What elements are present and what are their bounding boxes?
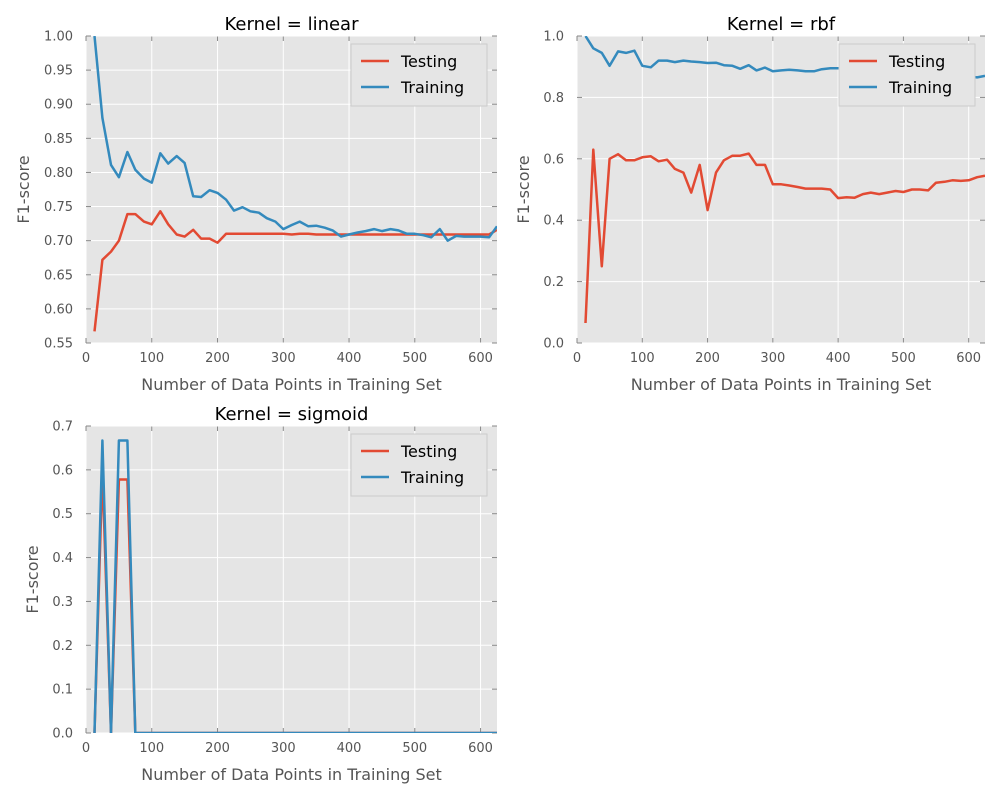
legend-label: Testing [400,52,457,71]
y-tick-label: 0.75 [44,200,73,215]
x-tick-label: 200 [205,351,230,366]
y-tick-label: 1.0 [543,30,564,45]
chart-title: Kernel = rbf [727,14,836,35]
x-axis-label: Number of Data Points in Training Set [631,375,931,394]
x-tick-label: 200 [205,741,230,756]
legend-box [838,43,976,107]
y-tick-label: 0.0 [543,337,564,352]
series-line-testing [93,210,497,332]
x-tick-label: 400 [826,351,851,366]
y-tick-label: 0.2 [52,639,73,654]
legend-box [350,43,488,107]
x-tick-label: 0 [573,351,581,366]
y-tick-label: 0.3 [52,595,73,610]
y-tick-label: 0.6 [543,152,564,167]
y-tick-label: 0.95 [44,64,73,79]
legend: Testing Training [838,43,976,107]
y-tick-label: 0.4 [52,551,73,566]
legend-label: Training [400,78,464,97]
x-tick-label: 100 [139,351,164,366]
y-tick-label: 0.6 [52,463,73,478]
x-axis-label: Number of Data Points in Training Set [141,765,441,784]
chart-title: Kernel = linear [225,14,360,35]
x-tick-label: 400 [337,741,362,756]
series-line-training [93,36,497,242]
x-tick-label: 500 [402,741,427,756]
legend-label: Training [400,468,464,487]
y-tick-label: 0.65 [44,268,73,283]
x-tick-label: 0 [82,351,90,366]
x-tick-label: 600 [468,351,493,366]
x-tick-label: 600 [468,741,493,756]
y-tick-label: 1.00 [44,30,73,45]
x-tick-label: 300 [760,351,785,366]
x-tick-label: 100 [630,351,655,366]
y-tick-label: 0.1 [52,683,73,698]
series-line-testing [584,148,985,324]
legend-label: Testing [888,52,945,71]
x-tick-label: 100 [139,741,164,756]
y-tick-label: 0.5 [52,507,73,522]
y-tick-label: 0.80 [44,166,73,181]
y-tick-label: 0.7 [52,420,73,435]
x-tick-label: 500 [402,351,427,366]
chart-panel-0: 0 100 200 300 400 500 600 0.55 0.60 0.65 0.70 0.75 0… [14,14,497,394]
x-tick-label: 500 [891,351,916,366]
y-axis-label: F1-score [14,155,33,223]
chart-panel-1: 0 100 200 300 400 500 600 0.0 0.2 0.4 0.6 0.8 1.0 Ker… [514,14,985,394]
y-axis-label: F1-score [514,155,533,223]
chart-title: Kernel = sigmoid [215,404,369,425]
y-tick-label: 0.8 [543,91,564,106]
legend: Testing Training [350,43,488,107]
x-tick-label: 0 [82,741,90,756]
x-tick-label: 400 [337,351,362,366]
y-tick-label: 0.0 [52,727,73,742]
y-tick-label: 0.55 [44,337,73,352]
legend-label: Testing [400,442,457,461]
x-axis-label: Number of Data Points in Training Set [141,375,441,394]
y-tick-label: 0.85 [44,132,73,147]
y-axis-label: F1-score [23,545,42,613]
x-tick-label: 300 [271,741,296,756]
legend: Testing Training [350,433,488,497]
legend-box [350,433,488,497]
y-tick-label: 0.60 [44,302,73,317]
y-tick-label: 0.70 [44,234,73,249]
chart-panel-2: 0 100 200 300 400 500 600 0.0 0.1 0.2 0.3 0.4 0.5 0.6… [23,404,497,784]
x-tick-label: 200 [695,351,720,366]
y-tick-label: 0.4 [543,214,564,229]
legend-label: Training [888,78,952,97]
y-tick-label: 0.2 [543,275,564,290]
x-tick-label: 300 [271,351,296,366]
x-tick-label: 600 [956,351,981,366]
y-tick-label: 0.90 [44,98,73,113]
